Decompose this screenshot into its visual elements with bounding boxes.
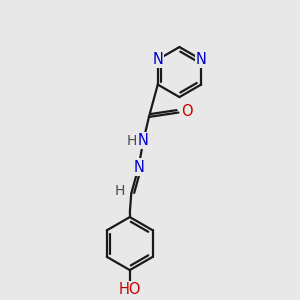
Text: N: N xyxy=(138,133,148,148)
Text: N: N xyxy=(152,52,163,67)
Text: H: H xyxy=(127,134,137,148)
Text: H: H xyxy=(115,184,125,198)
Text: HO: HO xyxy=(118,282,141,297)
Text: N: N xyxy=(196,52,207,67)
Text: N: N xyxy=(133,160,144,175)
Text: O: O xyxy=(181,104,192,119)
